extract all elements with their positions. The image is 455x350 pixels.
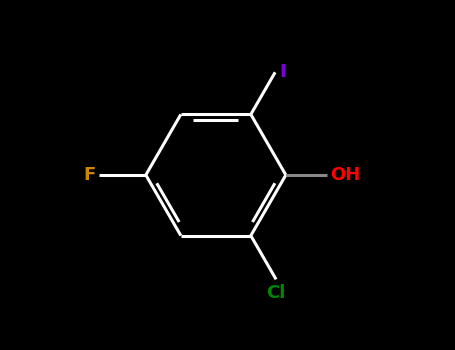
Text: F: F bbox=[83, 166, 95, 184]
Text: Cl: Cl bbox=[267, 284, 286, 302]
Text: I: I bbox=[279, 63, 286, 81]
Text: OH: OH bbox=[330, 166, 361, 184]
